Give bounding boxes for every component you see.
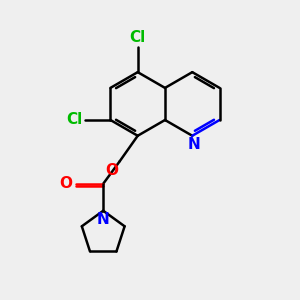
Text: O: O bbox=[105, 163, 118, 178]
Text: Cl: Cl bbox=[66, 112, 82, 128]
Text: O: O bbox=[60, 176, 73, 191]
Text: Cl: Cl bbox=[130, 30, 146, 45]
Text: N: N bbox=[97, 212, 110, 227]
Text: N: N bbox=[188, 137, 200, 152]
